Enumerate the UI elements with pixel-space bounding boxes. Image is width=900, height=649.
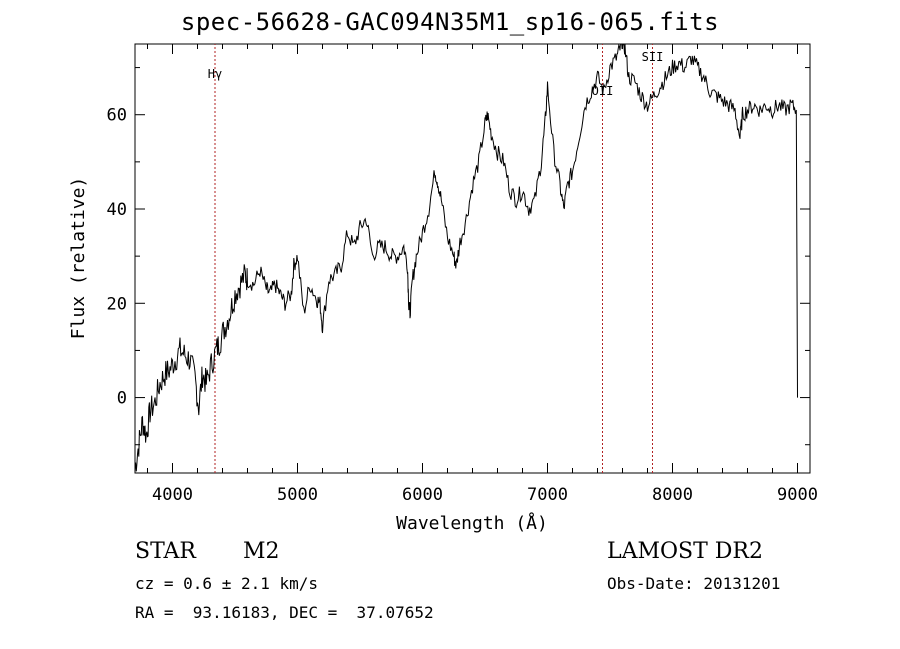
y-tick-label: 60 — [107, 106, 127, 126]
chart-title: spec-56628-GAC094N35M1_sp16-065.fits — [180, 8, 720, 36]
x-tick-label: 6000 — [402, 485, 443, 505]
spectrum-line — [134, 43, 798, 472]
obs-date-label: Obs-Date: 20131201 — [607, 574, 781, 593]
y-tick-label: 20 — [107, 294, 127, 314]
x-tick-label: 5000 — [277, 485, 318, 505]
plot-frame — [134, 43, 811, 474]
line-marker-label: Hγ — [208, 67, 222, 81]
y-tick-label: 0 — [117, 389, 127, 409]
coords-label: RA = 93.16183, DEC = 37.07652 — [135, 603, 434, 622]
cz-label: cz = 0.6 ± 2.1 km/s — [135, 574, 319, 593]
x-tick-label: 4000 — [152, 485, 193, 505]
x-tick-label: 7000 — [527, 485, 568, 505]
class-label: STAR — [135, 539, 196, 564]
subclass-label: M2 — [243, 539, 280, 564]
axis-ticks: 4000 5000 6000 7000 8000 9000 0 20 40 60 — [107, 44, 818, 505]
survey-label: LAMOST DR2 — [607, 539, 763, 564]
x-tick-label: 8000 — [652, 485, 693, 505]
y-axis-label: Flux (relative) — [68, 177, 89, 340]
x-tick-label: 9000 — [777, 485, 818, 505]
line-marker-label: SII — [642, 50, 664, 64]
x-axis-label: Wavelength (Å) — [396, 512, 548, 534]
y-tick-label: 40 — [107, 200, 127, 220]
spectrum-series — [134, 43, 798, 472]
